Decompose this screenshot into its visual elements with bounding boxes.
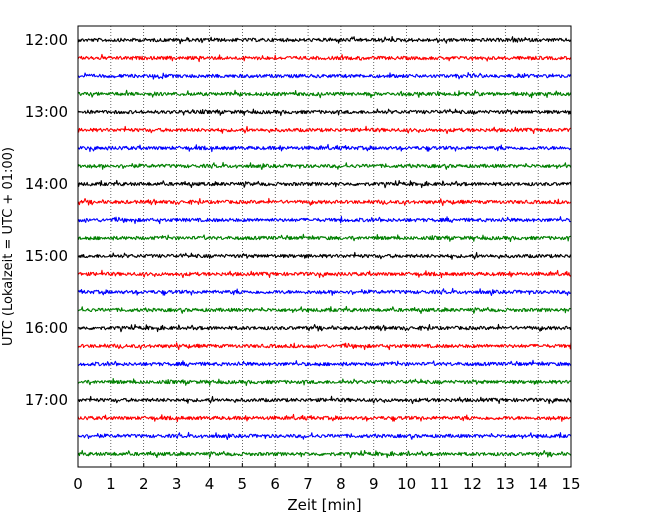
trace-line-1700 [77,395,572,405]
trace-group [77,36,572,459]
x-tick-label: 12 [463,475,482,493]
trace-line-1715 [77,413,572,423]
trace-line-1600 [77,323,572,333]
trace-line-1330 [77,143,572,153]
x-tick-label: 14 [529,475,548,493]
trace-line-1445 [77,233,572,243]
trace-line-1530 [77,287,572,296]
x-tick-label: 0 [73,475,83,493]
axis-ticks: 0 1 2 3 4 5 6 7 8 9 10 11 12 13 14 1512:0013:0014:0015:… [25,31,581,493]
trace-line-1315 [77,125,572,135]
trace-line-1200 [77,36,572,45]
trace-line-1245 [77,89,572,99]
y-tick-label: 13:00 [25,103,68,121]
y-axis-label: UTC (Lokalzeit = UTC + 01:00) [1,147,16,346]
trace-line-1215 [77,53,572,63]
plot-frame [77,25,572,468]
trace-line-1500 [77,251,572,260]
x-tick-label: 2 [139,475,149,493]
y-tick-label: 16:00 [25,319,68,337]
x-tick-label: 4 [205,475,215,493]
trace-line-1430 [77,216,572,225]
x-tick-label: 3 [172,475,182,493]
trace-line-1730 [77,431,572,440]
x-tick-label: 10 [397,475,416,493]
x-tick-label: 1 [106,475,116,493]
y-tick-label: 15:00 [25,247,68,265]
trace-line-1745 [77,449,572,459]
x-tick-label: 11 [430,475,449,493]
x-tick-label: 15 [561,475,580,493]
trace-line-1630 [77,359,572,367]
trace-line-1515 [77,269,572,279]
x-tick-label: 8 [336,475,346,493]
y-tick-label: 12:00 [25,31,68,49]
trace-line-1545 [77,305,572,315]
y-tick-label: 14:00 [25,175,68,193]
x-tick-label: 7 [303,475,313,493]
trace-line-1400 [77,179,572,189]
y-tick-label: 17:00 [25,391,68,409]
trace-line-1230 [77,72,572,80]
trace-line-1415 [77,197,572,207]
trace-line-1645 [77,377,572,387]
x-axis-label: Zeit [min] [287,496,361,514]
x-tick-label: 5 [238,475,248,493]
x-tick-label: 9 [369,475,379,493]
x-tick-label: 13 [496,475,515,493]
x-tick-label: 6 [270,475,280,493]
trace-line-1345 [77,161,572,170]
trace-line-1615 [77,342,572,351]
trace-line-1300 [77,108,572,117]
